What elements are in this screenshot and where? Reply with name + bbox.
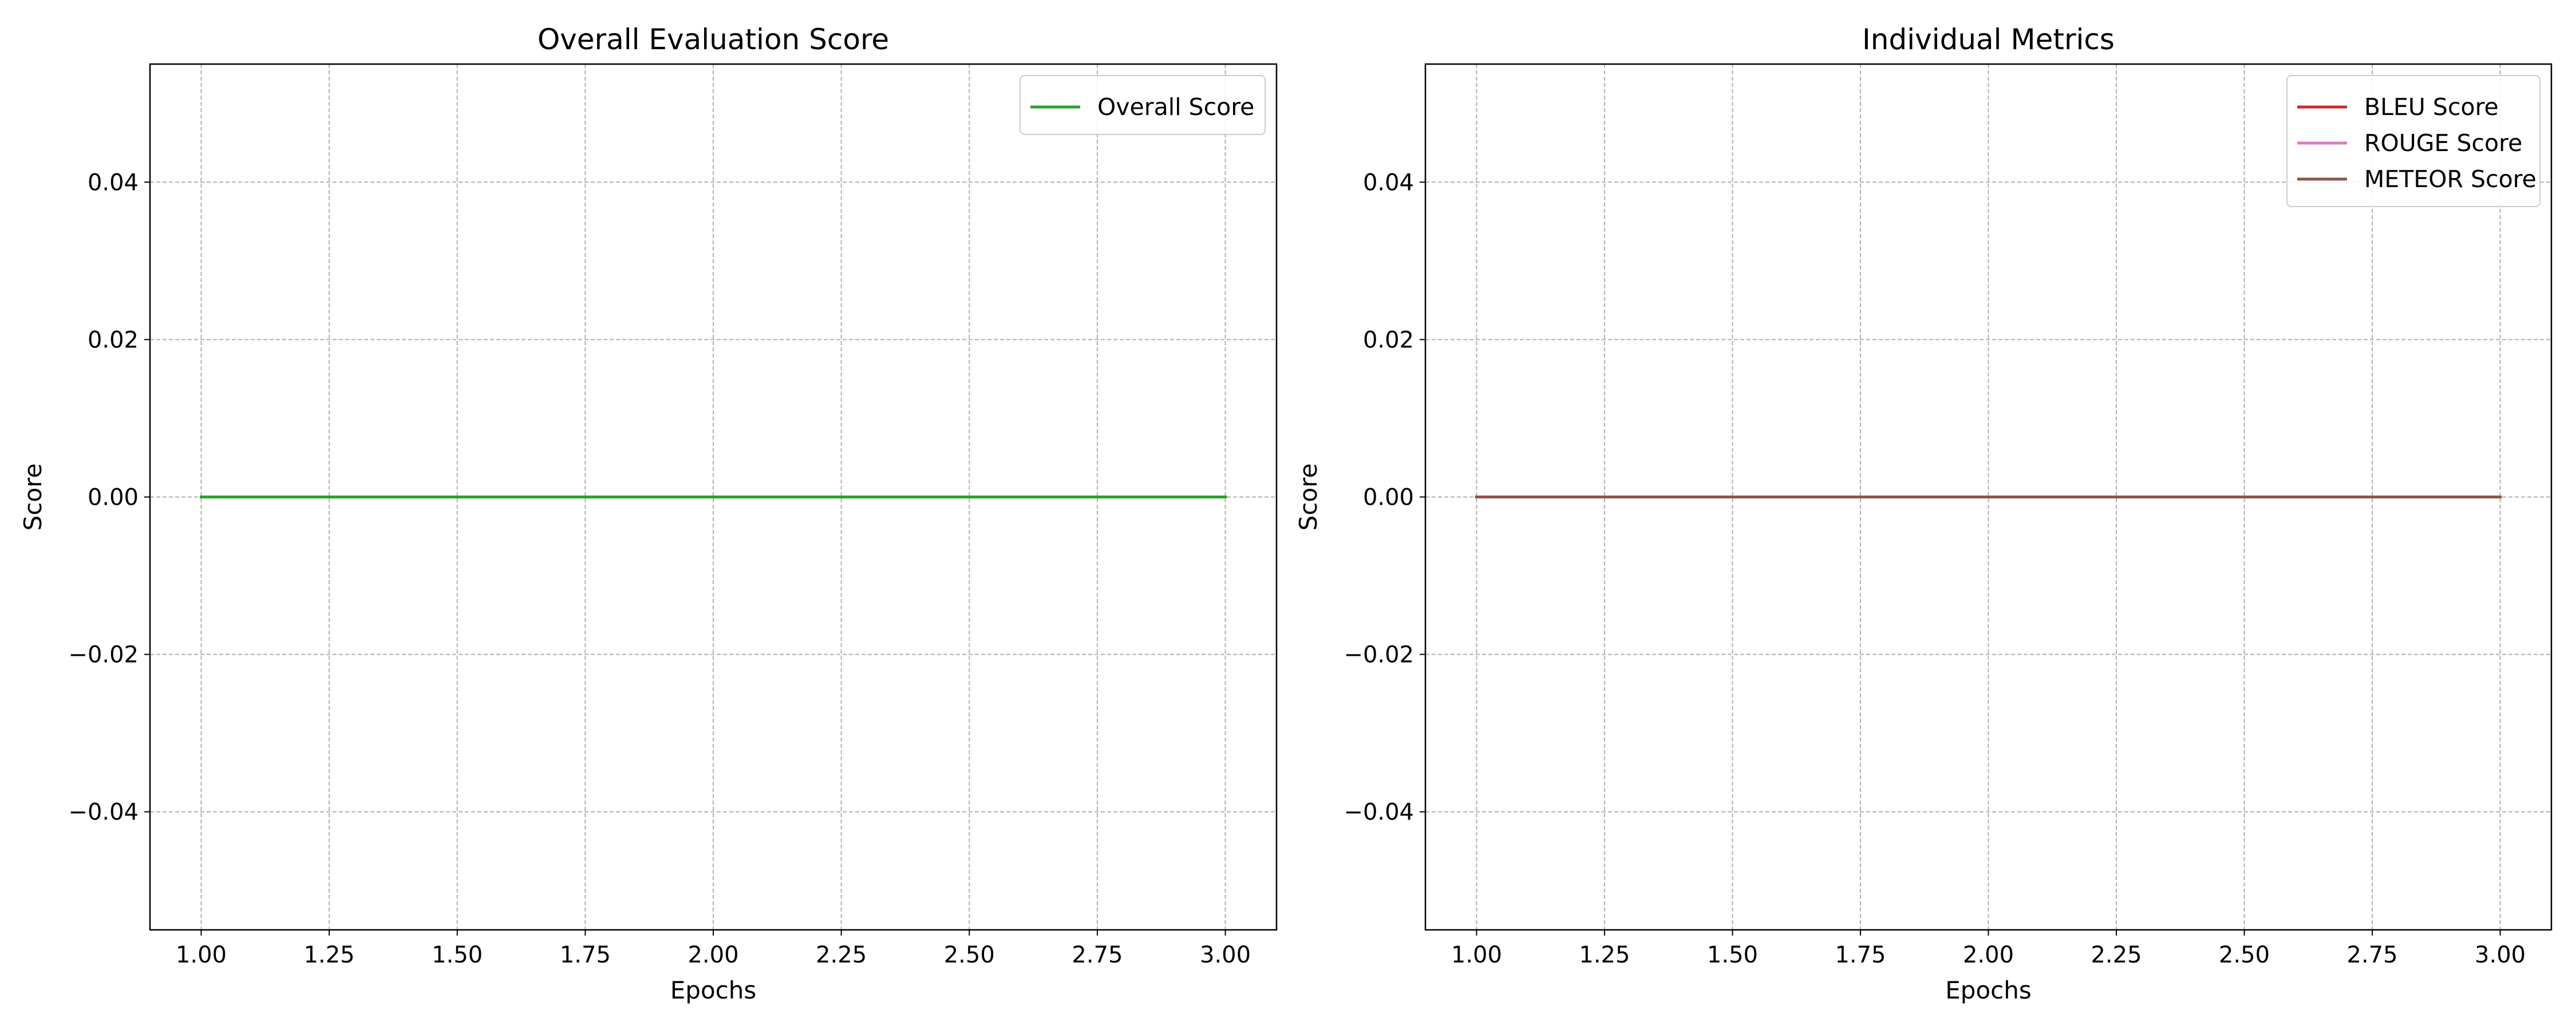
legend-box <box>1020 75 1266 135</box>
x-tick-label: 2.25 <box>816 942 867 968</box>
x-tick-label: 1.75 <box>1835 942 1886 968</box>
x-tick-label: 1.00 <box>176 942 227 968</box>
legend-label: BLEU Score <box>2364 93 2499 121</box>
legend-box <box>2286 75 2541 207</box>
legend-label: METEOR Score <box>2364 165 2537 193</box>
y-tick-label: 0.00 <box>88 485 139 511</box>
x-tick-label: 1.50 <box>1707 942 1758 968</box>
legend-label: Overall Score <box>1097 93 1254 121</box>
y-axis-label: Score <box>1294 464 1322 531</box>
x-tick-label: 3.00 <box>1200 942 1251 968</box>
chart-panel-2: 1.00 1.25 1.50 1.75 2.00 2.25 2.50 2.75 3.00 −0.0… <box>1294 23 2553 1004</box>
y-tick-label: −0.02 <box>1344 642 1414 668</box>
y-tick-label: 0.02 <box>1363 327 1414 353</box>
grid <box>1425 64 2551 930</box>
y-tick-label: 0.04 <box>1363 169 1414 196</box>
chart-title: Individual Metrics <box>1862 23 2115 56</box>
x-tick-label: 2.75 <box>1072 942 1123 968</box>
x-tick-label: 2.00 <box>1963 942 2014 968</box>
x-axis-label: Epochs <box>1945 976 2032 1004</box>
x-tick-label: 1.25 <box>304 942 355 968</box>
x-tick-label: 2.50 <box>944 942 995 968</box>
x-tick-label: 3.00 <box>2475 942 2526 968</box>
x-axis-label: Epochs <box>670 976 757 1004</box>
y-tick-label: −0.02 <box>68 642 139 668</box>
chart-title: Overall Evaluation Score <box>538 23 889 56</box>
axes-frame <box>1424 63 2553 931</box>
x-tick-label: 2.50 <box>2219 942 2270 968</box>
legend-label: ROUGE Score <box>2364 129 2522 157</box>
legend: Overall Score <box>1020 75 1266 135</box>
x-tick-label: 1.25 <box>1579 942 1630 968</box>
x-tick-label: 1.00 <box>1451 942 1502 968</box>
x-tick-label: 2.25 <box>2091 942 2142 968</box>
y-tick-label: 0.00 <box>1363 485 1414 511</box>
y-tick-label: −0.04 <box>1344 799 1414 826</box>
x-tick-label: 1.50 <box>432 942 483 968</box>
y-tick-label: −0.04 <box>68 799 139 826</box>
x-tick-label: 1.75 <box>560 942 611 968</box>
x-tick-label: 2.00 <box>688 942 738 968</box>
y-axis-label: Score <box>19 464 47 531</box>
legend: BLEU Score ROUGE Score METEOR Score <box>2286 75 2541 207</box>
y-tick-label: 0.02 <box>88 327 139 353</box>
axes-frame <box>149 63 1278 931</box>
y-tick-label: 0.04 <box>88 169 139 196</box>
x-tick-label: 2.75 <box>2347 942 2398 968</box>
chart-panel-1: 1.00 1.25 1.50 1.75 2.00 2.25 2.50 2.75 3.00 −0.0… <box>19 23 1278 1004</box>
